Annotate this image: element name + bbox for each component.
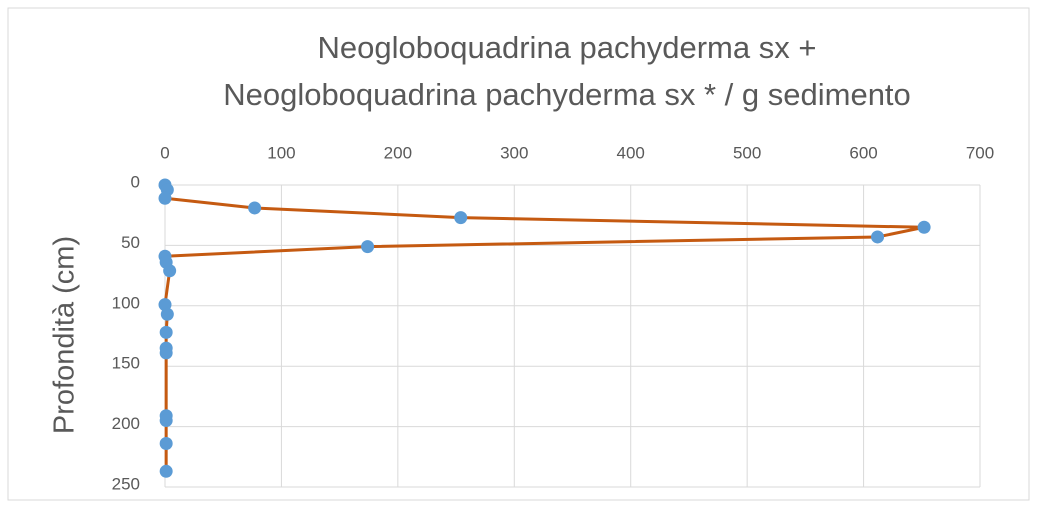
x-tick-label: 500 [733,143,761,162]
chart-title: Neogloboquadrina pachyderma sx * / g sed… [223,77,911,112]
x-tick-label: 300 [500,143,528,162]
x-tick-label: 700 [966,143,994,162]
data-point [454,211,468,225]
data-point [160,307,174,321]
x-tick-label: 200 [384,143,412,162]
y-tick-label: 50 [121,233,140,252]
data-point [159,464,173,478]
x-tick-label: 0 [160,143,169,162]
x-tick-label: 600 [849,143,877,162]
y-tick-label: 150 [112,354,140,373]
data-point [871,230,885,244]
data-point [159,346,173,360]
x-tick-label: 400 [617,143,645,162]
data-point [159,437,173,451]
y-tick-label: 0 [131,172,140,191]
y-tick-label: 200 [112,414,140,433]
data-point [159,414,173,428]
y-tick-label: 250 [112,474,140,493]
y-axis-label: Profondità (cm) [49,236,81,434]
data-point [361,240,375,254]
data-point [248,201,262,215]
data-point [158,191,172,205]
data-point [917,220,931,234]
y-tick-label: 100 [112,293,140,312]
chart-border [7,7,1030,501]
data-point [163,264,177,278]
data-point [159,325,173,339]
chart-title: Neogloboquadrina pachyderma sx + [318,30,817,65]
x-tick-label: 100 [267,143,295,162]
